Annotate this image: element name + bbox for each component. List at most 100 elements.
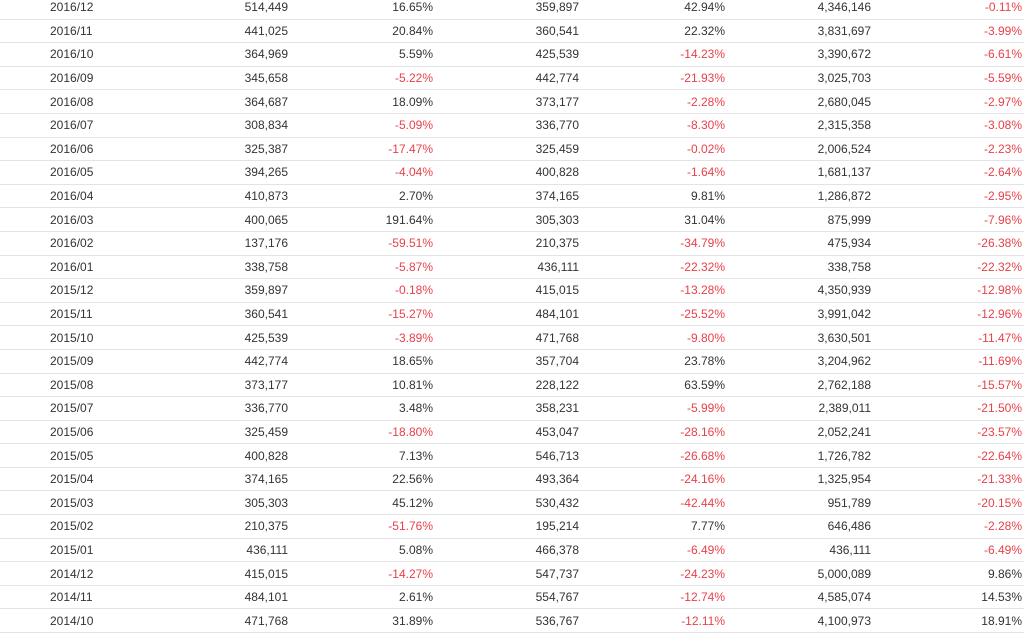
period-cell: 2015/09 xyxy=(0,349,110,374)
change-cell: 10.81% xyxy=(290,373,436,398)
change-cell: 2.61% xyxy=(290,585,436,610)
period-cell: 2015/10 xyxy=(0,325,110,350)
cumulative-change-cell: 18.91% xyxy=(874,608,1024,633)
table-row: 2014/10 471,768 31.89% 536,767 -12.11% 4,100,… xyxy=(0,608,1024,633)
change-cell: -17.47% xyxy=(290,137,436,162)
value-cell: 325,387 xyxy=(110,137,290,162)
cumulative-cell: 3,831,697 xyxy=(728,19,874,44)
cumulative-cell: 3,025,703 xyxy=(728,66,874,91)
cumulative-cell: 436,111 xyxy=(728,538,874,563)
compare-change-cell: 22.32% xyxy=(582,19,728,44)
cumulative-change-cell: -21.50% xyxy=(874,396,1024,421)
cumulative-cell: 1,726,782 xyxy=(728,443,874,468)
compare-change-cell: 42.94% xyxy=(582,0,728,20)
compare-value-cell: 400,828 xyxy=(436,160,582,185)
compare-change-cell: -8.30% xyxy=(582,113,728,138)
cumulative-cell: 1,325,954 xyxy=(728,467,874,492)
compare-value-cell: 360,541 xyxy=(436,19,582,44)
cumulative-change-cell: -0.11% xyxy=(874,0,1024,20)
change-cell: -18.80% xyxy=(290,420,436,445)
cumulative-cell: 2,762,188 xyxy=(728,373,874,398)
value-cell: 305,303 xyxy=(110,490,290,516)
cumulative-cell: 3,390,672 xyxy=(728,42,874,67)
cumulative-change-cell: -11.69% xyxy=(874,349,1024,374)
value-cell: 359,897 xyxy=(110,278,290,303)
compare-change-cell: 9.81% xyxy=(582,184,728,209)
compare-value-cell: 530,432 xyxy=(436,490,582,516)
change-cell: 20.84% xyxy=(290,19,436,44)
table-row: 2015/03 305,303 45.12% 530,432 -42.44% 951,78… xyxy=(0,490,1024,516)
period-cell: 2015/06 xyxy=(0,420,110,445)
period-cell: 2016/09 xyxy=(0,66,110,91)
cumulative-cell: 646,486 xyxy=(728,514,874,539)
cumulative-cell: 3,630,501 xyxy=(728,325,874,350)
period-cell: 2015/05 xyxy=(0,443,110,468)
compare-change-cell: -34.79% xyxy=(582,231,728,256)
period-cell: 2015/11 xyxy=(0,302,110,327)
cumulative-change-cell: -2.64% xyxy=(874,160,1024,185)
compare-value-cell: 336,770 xyxy=(436,113,582,138)
cumulative-cell: 2,389,011 xyxy=(728,396,874,421)
table-row: 2015/11 360,541 -15.27% 484,101 -25.52% 3,991… xyxy=(0,302,1024,327)
compare-change-cell: -22.32% xyxy=(582,255,728,280)
cumulative-change-cell: -21.33% xyxy=(874,467,1024,492)
table-row: 2016/03 400,065 191.64% 305,303 31.04% 875,99… xyxy=(0,207,1024,232)
table-row: 2016/09 345,658 -5.22% 442,774 -21.93% 3,025,… xyxy=(0,66,1024,91)
compare-change-cell: -42.44% xyxy=(582,490,728,516)
period-cell: 2015/07 xyxy=(0,396,110,421)
change-cell: 191.64% xyxy=(290,207,436,232)
period-cell: 2016/05 xyxy=(0,160,110,185)
change-cell: -51.76% xyxy=(290,514,436,539)
cumulative-cell: 475,934 xyxy=(728,231,874,256)
table-row: 2016/04 410,873 2.70% 374,165 9.81% 1,286,872… xyxy=(0,184,1024,209)
table-row: 2015/09 442,774 18.65% 357,704 23.78% 3,204,9… xyxy=(0,349,1024,374)
cumulative-change-cell: -22.64% xyxy=(874,443,1024,468)
change-cell: 5.08% xyxy=(290,538,436,563)
period-cell: 2016/12 xyxy=(0,0,110,20)
value-cell: 336,770 xyxy=(110,396,290,421)
cumulative-change-cell: -5.59% xyxy=(874,66,1024,91)
period-cell: 2016/10 xyxy=(0,42,110,67)
cumulative-change-cell: -7.96% xyxy=(874,207,1024,232)
cumulative-cell: 4,350,939 xyxy=(728,278,874,303)
cumulative-change-cell: 14.53% xyxy=(874,585,1024,610)
compare-change-cell: -21.93% xyxy=(582,66,728,91)
table-row: 2014/12 415,015 -14.27% 547,737 -24.23% 5,000… xyxy=(0,561,1024,586)
compare-change-cell: 31.04% xyxy=(582,207,728,232)
change-cell: -15.27% xyxy=(290,302,436,327)
compare-value-cell: 374,165 xyxy=(436,184,582,209)
change-cell: 22.56% xyxy=(290,467,436,492)
compare-change-cell: -12.11% xyxy=(582,608,728,633)
table-row: 2015/02 210,375 -51.76% 195,214 7.77% 646,486… xyxy=(0,514,1024,539)
value-cell: 484,101 xyxy=(110,585,290,610)
value-cell: 410,873 xyxy=(110,184,290,209)
compare-value-cell: 484,101 xyxy=(436,302,582,327)
value-cell: 364,687 xyxy=(110,89,290,114)
cumulative-change-cell: -2.97% xyxy=(874,89,1024,114)
value-cell: 137,176 xyxy=(110,231,290,256)
compare-value-cell: 415,015 xyxy=(436,278,582,303)
period-cell: 2015/12 xyxy=(0,278,110,303)
table-row: 2016/10 364,969 5.59% 425,539 -14.23% 3,390,6… xyxy=(0,42,1024,67)
table-row: 2015/07 336,770 3.48% 358,231 -5.99% 2,389,01… xyxy=(0,396,1024,421)
compare-change-cell: -26.68% xyxy=(582,443,728,468)
table-row: 2015/01 436,111 5.08% 466,378 -6.49% 436,111-… xyxy=(0,538,1024,563)
compare-value-cell: 358,231 xyxy=(436,396,582,421)
period-cell: 2015/02 xyxy=(0,514,110,539)
cumulative-change-cell: -20.15% xyxy=(874,490,1024,516)
change-cell: 18.65% xyxy=(290,349,436,374)
compare-change-cell: -9.80% xyxy=(582,325,728,350)
cumulative-cell: 3,204,962 xyxy=(728,349,874,374)
compare-change-cell: -25.52% xyxy=(582,302,728,327)
cumulative-change-cell: -2.95% xyxy=(874,184,1024,209)
compare-value-cell: 195,214 xyxy=(436,514,582,539)
compare-value-cell: 436,111 xyxy=(436,255,582,280)
compare-value-cell: 493,364 xyxy=(436,467,582,492)
table-row: 2016/06 325,387 -17.47% 325,459 -0.02% 2,006,… xyxy=(0,137,1024,162)
change-cell: 45.12% xyxy=(290,490,436,516)
cumulative-change-cell: 9.86% xyxy=(874,561,1024,586)
compare-value-cell: 554,767 xyxy=(436,585,582,610)
change-cell: 7.13% xyxy=(290,443,436,468)
cumulative-change-cell: -12.96% xyxy=(874,302,1024,327)
